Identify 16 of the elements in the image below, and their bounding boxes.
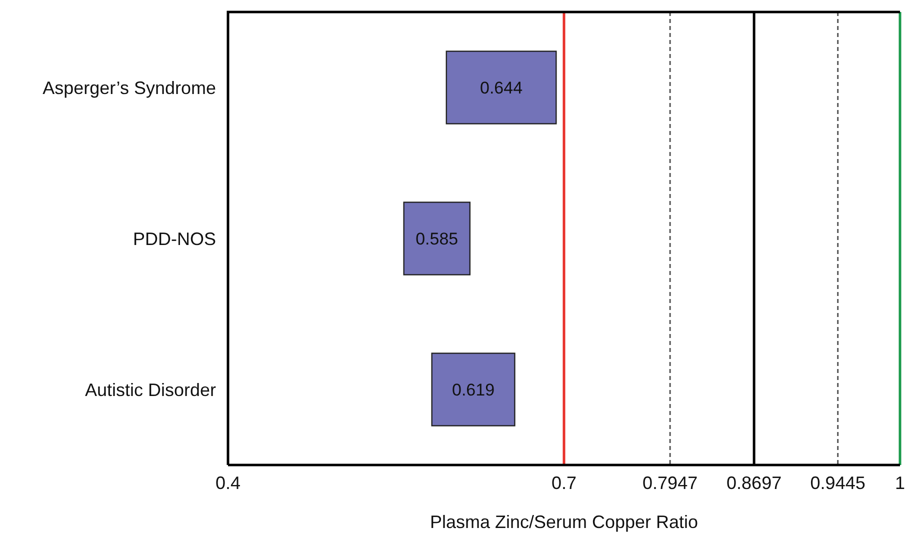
x-tick-label: 1 [894,473,906,493]
x-tick-label: 0.9445 [810,473,866,493]
bar [431,352,516,426]
x-tick-label: 0.8697 [726,473,782,493]
bar [446,50,557,124]
annotation: 0.585 [416,229,458,248]
y-tick-label: Asperger’s Syndrome [42,78,216,98]
x-tick-label: 0.7947 [642,473,698,493]
y-tick-label: PDD-NOS [132,228,216,249]
x-tick-label: 0.7 [551,473,577,493]
annotation: 0.644 [480,78,523,98]
x-tick-label: 0.4 [215,473,241,493]
y-tick-label: Autistic Disorder [84,380,216,400]
bar [403,202,471,276]
x-axis-title: Plasma Zinc/Serum Copper Ratio [430,512,698,532]
annotation: 0.619 [452,380,495,400]
